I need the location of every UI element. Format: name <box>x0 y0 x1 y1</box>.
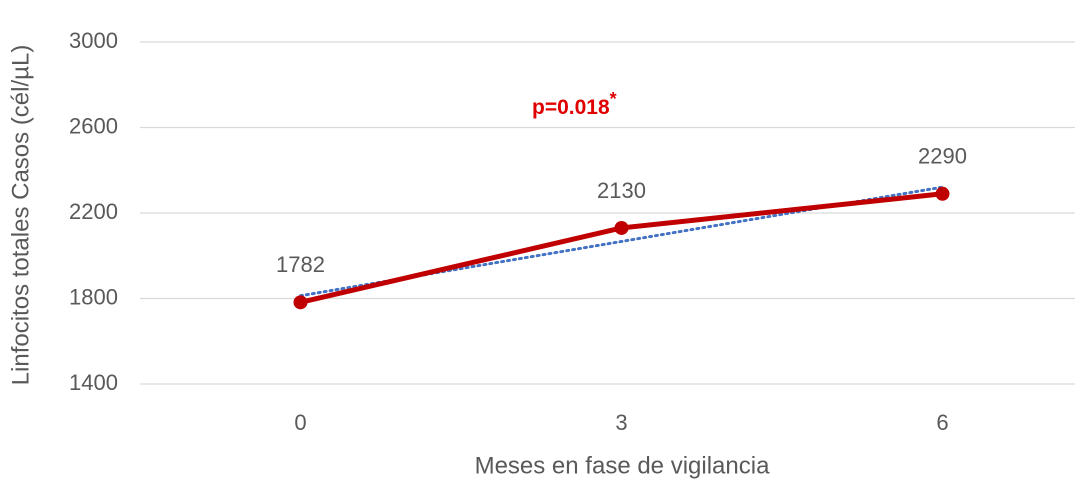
y-tick-label: 3000 <box>69 28 118 53</box>
y-tick-label: 2200 <box>69 199 118 224</box>
y-tick-label: 1800 <box>69 284 118 309</box>
marker <box>935 186 950 201</box>
x-tick-label: 6 <box>936 410 948 435</box>
data-label: 1782 <box>276 252 325 277</box>
x-tick-label: 0 <box>294 410 306 435</box>
x-tick-label: 3 <box>615 410 627 435</box>
annotation: p=0.018* <box>532 89 617 119</box>
marker <box>614 220 629 235</box>
y-tick-label: 1400 <box>69 370 118 395</box>
x-axis-label: Meses en fase de vigilancia <box>475 452 770 479</box>
data-label: 2290 <box>918 144 967 169</box>
annotation-superscript: * <box>610 89 617 109</box>
data-label: 2130 <box>597 178 646 203</box>
marker <box>293 295 308 310</box>
y-axis-label: Linfocitos totales Casos (cél/µL) <box>7 45 34 386</box>
y-tick-label: 2600 <box>69 113 118 138</box>
series-line <box>299 191 943 305</box>
annotation-text: p=0.018 <box>532 96 610 119</box>
